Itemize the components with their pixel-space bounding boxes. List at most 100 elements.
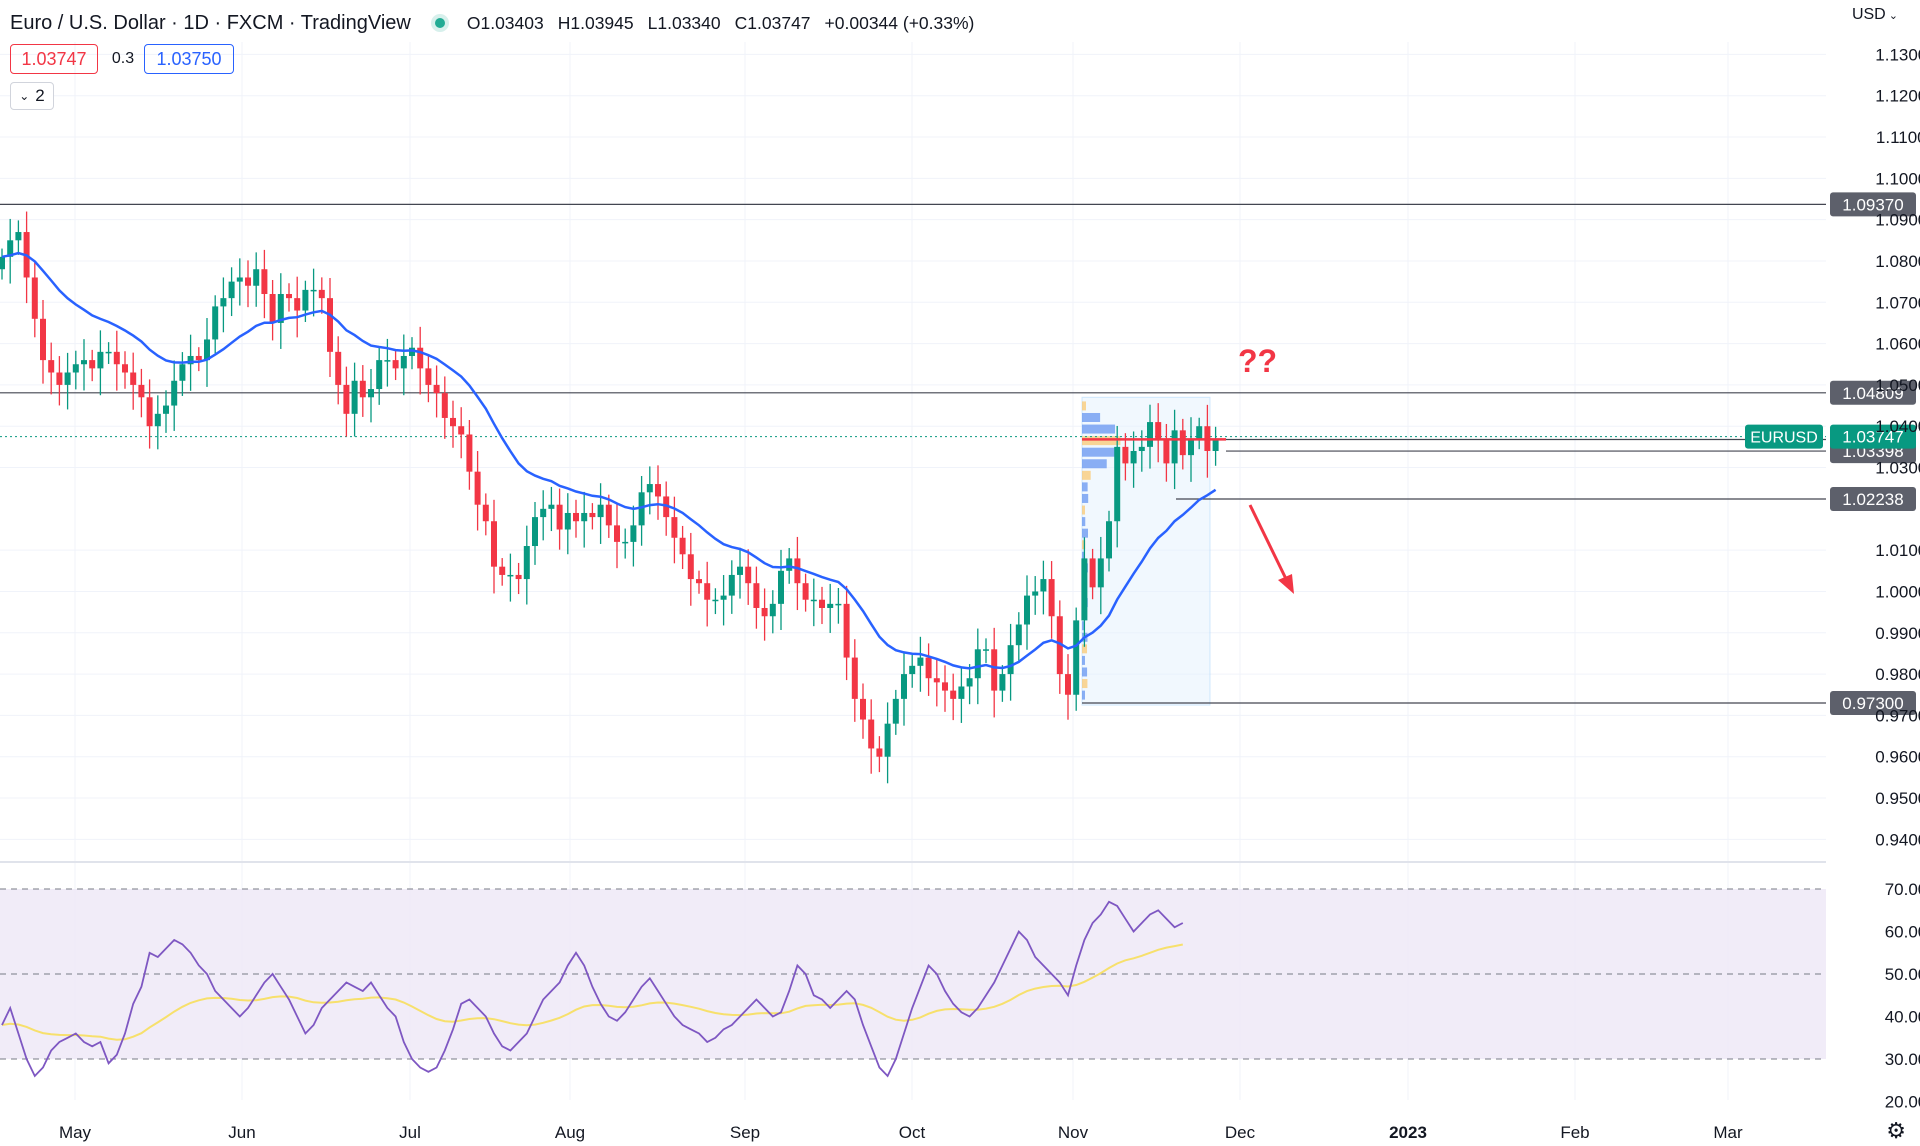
- candle: [56, 372, 63, 385]
- candle: [64, 372, 71, 385]
- chevron-down-icon: ⌄: [19, 89, 30, 103]
- symbol-tag-box: [1745, 424, 1823, 449]
- candle: [614, 525, 620, 542]
- candle: [384, 360, 391, 362]
- candle: [1007, 645, 1014, 675]
- candle: [901, 674, 907, 699]
- arrow-shaft: [1248, 504, 1290, 584]
- candle: [1114, 446, 1121, 522]
- candle: [778, 570, 784, 604]
- candle: [1179, 430, 1186, 456]
- candle: [999, 674, 1006, 691]
- indicator-count: 2: [35, 86, 45, 105]
- candle: [1163, 438, 1170, 464]
- candle: [605, 504, 612, 526]
- ema-line: [1, 251, 1217, 670]
- candle: [1212, 438, 1219, 451]
- volume-profile-bar: [1082, 493, 1089, 503]
- candle: [466, 434, 473, 472]
- volume-profile-bar: [1082, 470, 1091, 480]
- last-price-label: 1.03747: [1842, 428, 1903, 447]
- candle: [81, 360, 87, 365]
- candle: [794, 558, 801, 584]
- candle: [359, 380, 366, 398]
- level-label-box: [1830, 487, 1916, 512]
- candle: [72, 364, 79, 373]
- candle: [1089, 558, 1096, 588]
- candle: [253, 269, 260, 286]
- rsi-ma-line: [1, 943, 1183, 1041]
- volume-profile-bar: [1082, 412, 1101, 422]
- candle: [745, 566, 752, 584]
- price-tick-label: 0.96000: [1875, 748, 1920, 767]
- time-tick-label: Jul: [399, 1123, 421, 1142]
- candle: [556, 504, 563, 530]
- time-tick-label: Jun: [228, 1123, 255, 1142]
- candle: [220, 298, 227, 307]
- price-tick-label: 1.04000: [1875, 417, 1920, 436]
- candle: [802, 583, 809, 600]
- volume-profile-bar: [1082, 517, 1086, 527]
- volume-profile-bar: [1082, 621, 1085, 631]
- rsi-tick-label: 30.00: [1885, 1050, 1920, 1069]
- candle: [195, 355, 202, 361]
- candle: [351, 380, 358, 414]
- price-tick-label: 1.01000: [1875, 541, 1920, 560]
- candle: [515, 574, 522, 580]
- rsi-tick-label: 40.00: [1885, 1008, 1920, 1027]
- bearish-arrow[interactable]: [1248, 504, 1294, 594]
- candle: [1097, 558, 1104, 588]
- candle: [294, 298, 301, 311]
- horizontal-levels[interactable]: 1.093701.048091.036781.033981.022380.973…: [0, 192, 1916, 716]
- candle: [425, 368, 432, 385]
- level-label: 1.09370: [1842, 195, 1903, 214]
- candle: [737, 566, 743, 575]
- volume-profile-bar: [1082, 459, 1107, 469]
- candle: [876, 748, 883, 757]
- volume-profile-bar: [1082, 401, 1087, 411]
- candle: [581, 512, 588, 522]
- candle: [523, 546, 530, 580]
- price-tick-label: 0.95000: [1875, 789, 1920, 808]
- volume-profile-bar: [1082, 482, 1088, 492]
- currency-selector[interactable]: USD ⌄: [1852, 6, 1898, 24]
- rsi-tick-label: 50.00: [1885, 965, 1920, 984]
- gear-icon[interactable]: ⚙: [1886, 1118, 1906, 1143]
- volume-profile-bar: [1082, 424, 1116, 434]
- candle: [40, 318, 46, 361]
- candle: [269, 294, 276, 323]
- candle: [392, 360, 399, 369]
- candle: [753, 583, 760, 608]
- time-tick-label: Aug: [555, 1123, 585, 1142]
- price-tick-label: 0.94000: [1875, 830, 1920, 849]
- candle: [105, 351, 112, 354]
- candle: [376, 360, 383, 390]
- price-tick-label: 1.00000: [1875, 582, 1920, 601]
- candle: [843, 603, 850, 658]
- candle: [458, 426, 465, 435]
- candle: [884, 723, 891, 757]
- candle: [482, 504, 489, 522]
- candle: [138, 384, 145, 398]
- volume-profile-bar: [1082, 690, 1085, 700]
- price-tick-label: 1.08000: [1875, 252, 1920, 271]
- rsi-pane: 70.00 60.00 50.00 40.00 30.00 20.00: [0, 880, 1920, 1112]
- candle: [925, 657, 932, 679]
- candle: [835, 603, 842, 606]
- price-tick-label: 0.99000: [1875, 624, 1920, 643]
- candle: [1138, 446, 1145, 451]
- indicators-toggle[interactable]: ⌄ 2: [10, 82, 54, 110]
- candle: [0, 256, 5, 270]
- symbol-title[interactable]: Euro / U.S. Dollar · 1D · FXCM · Trading…: [10, 11, 411, 34]
- price-axis[interactable]: 1.13000 1.12000 1.11000 1.10000 1.09000 1.080…: [1875, 45, 1920, 849]
- buy-button[interactable]: 1.03750: [144, 44, 234, 74]
- time-tick-label: Sep: [730, 1123, 760, 1142]
- volume-profile-bar: [1082, 644, 1088, 654]
- candle: [810, 599, 817, 602]
- arrow-head: [1278, 574, 1294, 594]
- sell-button[interactable]: 1.03747: [10, 44, 98, 74]
- time-tick-label: May: [59, 1123, 92, 1142]
- candle: [236, 277, 243, 282]
- time-axis[interactable]: May Jun Jul Aug Sep Oct Nov Dec 2023 Feb Mar: [59, 1123, 1743, 1142]
